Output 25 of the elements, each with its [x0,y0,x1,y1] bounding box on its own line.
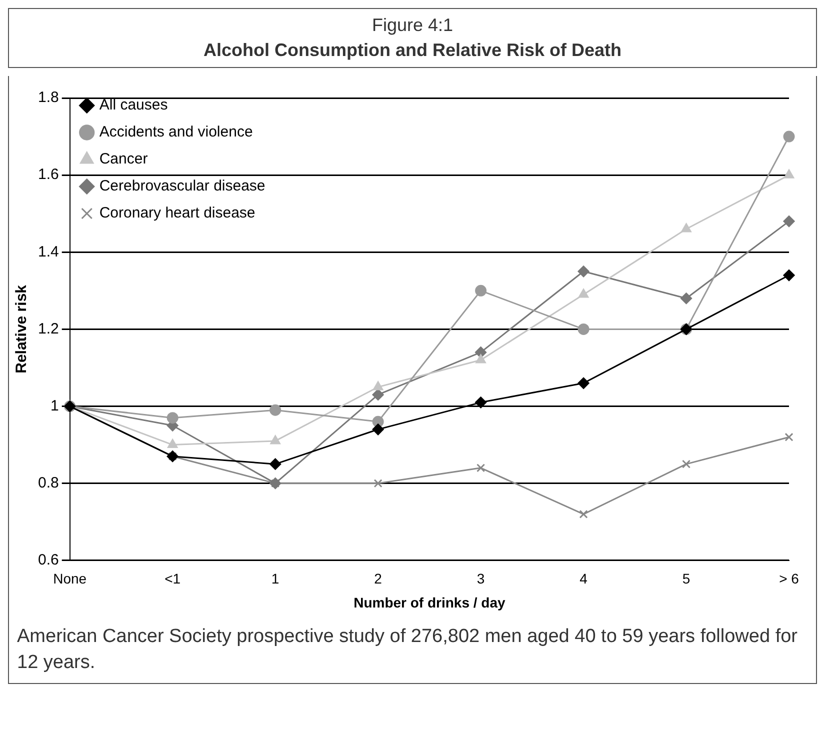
x-axis-title: Number of drinks / day [354,594,506,610]
legend-label: Cancer [99,150,148,168]
y-axis-title: Relative risk [13,284,30,374]
y-tick-label: 1.4 [38,243,59,260]
x-tick-label: 1 [271,570,280,587]
chart-subtitle: Alcohol Consumption and Relative Risk of Death [202,40,623,61]
legend-label: Coronary heart disease [99,204,256,222]
x-tick-label: 2 [374,570,382,587]
y-tick-label: 0.6 [38,552,59,569]
y-tick-label: 1.6 [38,166,59,184]
legend-label: Cerebrovascular disease [99,178,266,195]
y-tick-label: 0.8 [38,474,59,492]
y-tick-label: 1.2 [38,320,59,338]
x-tick-label: 5 [682,570,690,587]
legend-label: Accidents and violence [99,124,253,141]
y-tick-label: 1.8 [38,89,59,106]
text: American Cancer Society prospective study of 276,802 men aged 40 to 59 years followed for 12 years. [17,625,798,675]
chart-title: Figure 4:1 [370,15,454,36]
legend-label: All causes [99,96,168,114]
x-tick-label: <1 [164,570,181,587]
x-tick-label: None [53,570,87,587]
y-tick-label: 1 [50,397,59,414]
x-tick-label: 3 [476,570,485,587]
x-tick-label: > 6 [779,570,800,587]
x-tick-label: 4 [580,570,588,587]
